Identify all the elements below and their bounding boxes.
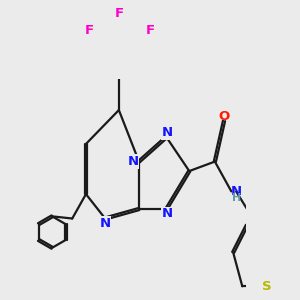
Text: F: F: [114, 7, 123, 20]
Text: H: H: [232, 193, 241, 202]
Text: S: S: [262, 280, 272, 293]
Text: N: N: [100, 217, 111, 230]
Text: N: N: [127, 155, 138, 168]
Text: N: N: [162, 126, 173, 139]
Text: O: O: [218, 110, 230, 123]
Text: F: F: [146, 24, 155, 37]
Text: F: F: [85, 24, 94, 37]
Text: N: N: [231, 185, 242, 198]
Text: N: N: [162, 207, 173, 220]
